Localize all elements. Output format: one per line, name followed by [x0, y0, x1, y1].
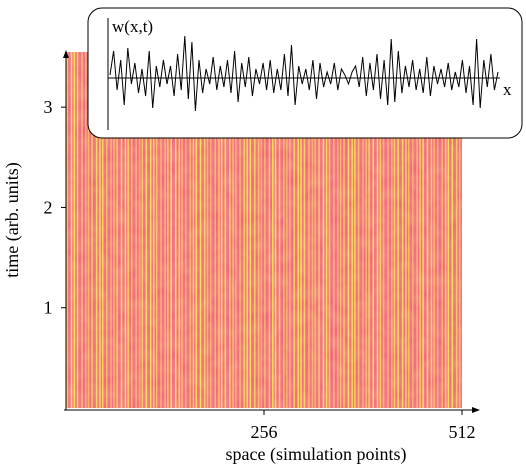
- x-axis-arrow: [472, 407, 480, 413]
- y-axis-arrow: [63, 50, 69, 58]
- x-tick-label: 256: [251, 422, 278, 442]
- y-tick-label: 2: [44, 197, 53, 217]
- y-tick-label: 3: [44, 97, 53, 117]
- inset-x-label: x: [503, 80, 512, 99]
- y-axis-label: time (arb. units): [2, 162, 23, 277]
- inset-panel: w(x,t) x: [87, 7, 523, 139]
- inset-series-label: w(x,t): [112, 17, 153, 36]
- inset-series-line: [109, 35, 499, 112]
- x-axis-label: space (simulation points): [226, 444, 407, 465]
- axes: 1 2 3 256 512 space (simulation points) tim…: [2, 50, 480, 465]
- x-tick-label: 512: [449, 422, 476, 442]
- y-tick-label: 1: [44, 298, 53, 318]
